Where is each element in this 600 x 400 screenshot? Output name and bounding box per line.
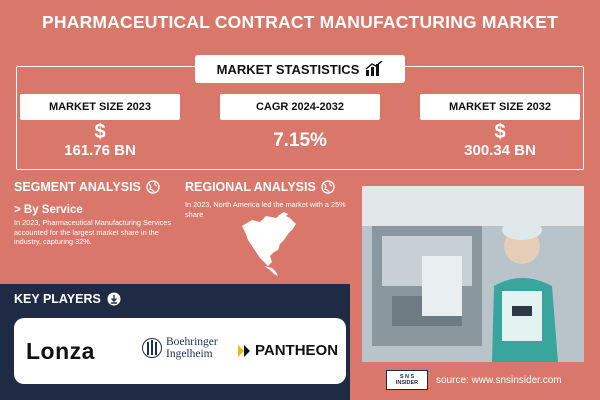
- factory-worker-photo: [362, 186, 584, 362]
- market-statistics-label: MARKET STASTISTICS: [216, 61, 360, 77]
- regional-analysis-label: REGIONAL ANALYSIS: [185, 180, 316, 194]
- segment-analysis-label: SEGMENT ANALYSIS: [14, 180, 141, 194]
- page-title: PHARMACEUTICAL CONTRACT MANUFACTURING MA…: [42, 12, 558, 32]
- source-text[interactable]: source: www.snsinsider.com: [436, 374, 562, 386]
- globe-icon: [321, 180, 335, 194]
- regional-analysis-title: REGIONAL ANALYSIS: [185, 180, 335, 194]
- sns-insider-logo: S N S INSIDER: [386, 370, 428, 390]
- stat-cagr: CAGR 2024-2032 7.15%: [220, 94, 380, 150]
- photo-illustration: [362, 186, 584, 362]
- key-players-label: KEY PLAYERS: [14, 292, 101, 306]
- segment-analysis-text: In 2023, Pharmaceutical Manufacturing Se…: [14, 218, 171, 246]
- stat-label: MARKET SIZE 2032: [420, 94, 580, 120]
- boehringer-logo: Boehringer Ingelheim: [142, 336, 218, 360]
- pantheon-icon: [238, 344, 250, 357]
- pantheon-label: PANTHEON: [255, 342, 339, 359]
- key-players-title: KEY PLAYERS: [14, 292, 121, 306]
- north-america-map-icon: [242, 212, 296, 276]
- sns-logo-line-2: INSIDER: [395, 380, 419, 386]
- boehringer-tower-icon: [142, 338, 162, 358]
- by-service-subtitle: > By Service: [14, 204, 83, 216]
- stat-label: CAGR 2024-2032: [220, 94, 380, 120]
- dollar-symbol: $: [494, 121, 506, 143]
- chart-icon: [365, 61, 383, 76]
- segment-analysis-title: SEGMENT ANALYSIS: [14, 180, 160, 194]
- key-players-logos: Lonza Boehringer Ingelheim PANTHEON: [14, 318, 346, 384]
- download-icon: [107, 292, 121, 306]
- lonza-logo: Lonza: [26, 338, 95, 364]
- stat-value: 161.76 BN: [64, 142, 136, 159]
- stat-label: MARKET SIZE 2023: [20, 94, 180, 120]
- boehringer-line-1: Boehringer: [166, 336, 218, 348]
- sns-logo-line-1: S N S: [399, 374, 415, 380]
- source-footer: S N S INSIDER source: www.snsinsider.com: [386, 370, 562, 390]
- globe-icon: [146, 180, 160, 194]
- stat-value: 300.34 BN: [464, 142, 536, 159]
- market-statistics-heading: MARKET STASTISTICS: [195, 55, 405, 83]
- regional-analysis-text: In 2023, North America led the market wi…: [185, 200, 346, 219]
- pantheon-logo: PANTHEON: [236, 342, 338, 359]
- dollar-symbol: $: [94, 121, 106, 143]
- stat-market-size-2023: MARKET SIZE 2023 $ 161.76 BN: [20, 94, 180, 160]
- stat-market-size-2032: MARKET SIZE 2032 $ 300.34 BN: [420, 94, 580, 160]
- boehringer-line-2: Ingelheim: [166, 348, 213, 360]
- stat-value: 7.15%: [273, 130, 327, 151]
